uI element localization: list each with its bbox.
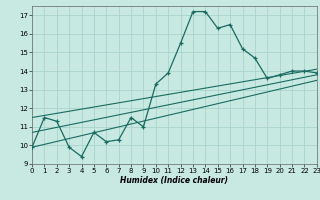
X-axis label: Humidex (Indice chaleur): Humidex (Indice chaleur): [120, 176, 228, 185]
